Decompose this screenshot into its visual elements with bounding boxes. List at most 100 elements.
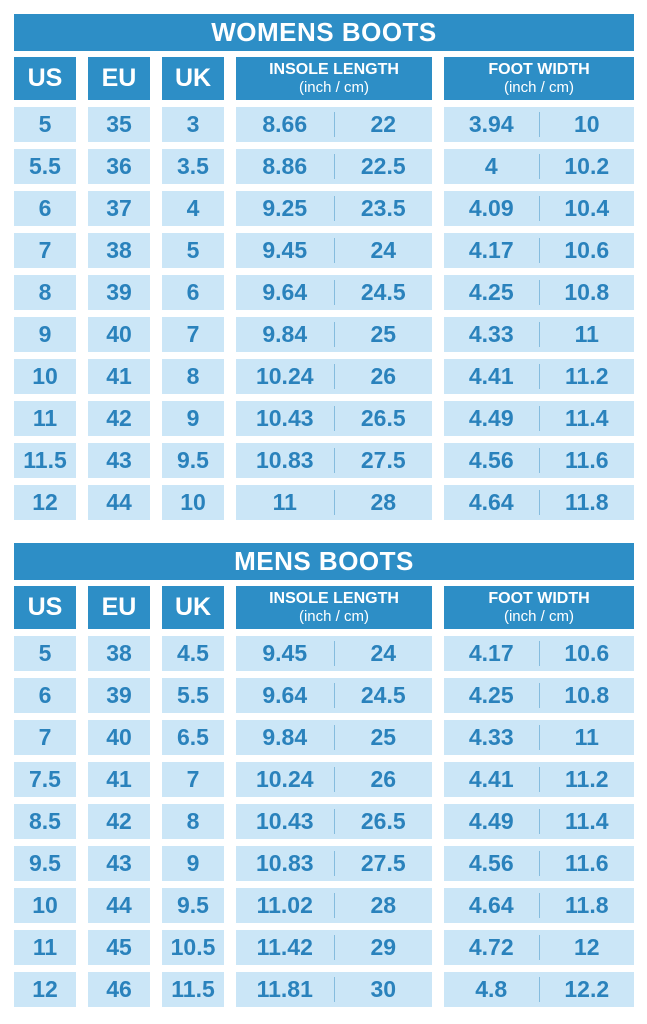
cell-uk-size: 10 [162, 485, 224, 520]
inch-cm-divider [333, 641, 335, 666]
cell-uk-size: 5.5 [162, 678, 224, 713]
cell-us-size: 6 [14, 191, 76, 226]
cell-foot-width: 4.25 10.8 [444, 678, 634, 713]
cell-eu-size: 42 [88, 401, 150, 436]
foot-units-label: (inch / cm) [503, 79, 574, 97]
table-row: 11 45 10.5 11.42 29 4.72 12 [14, 930, 634, 965]
table-row: 5.5 36 3.5 8.86 22.5 4 10.2 [14, 149, 634, 184]
insole-inch-value: 10.83 [255, 447, 314, 473]
cell-eu-size: 39 [88, 275, 150, 310]
cell-foot-width: 4.33 11 [444, 317, 634, 352]
table-row: 9.5 43 9 10.83 27.5 4.56 11.6 [14, 846, 634, 881]
inch-cm-divider [333, 851, 335, 876]
cell-us-size: 10 [14, 888, 76, 923]
insole-inch-value: 10.43 [255, 405, 314, 431]
cell-insole-length: 9.64 24.5 [236, 678, 432, 713]
column-header-foot-width: FOOT WIDTH (inch / cm) [444, 586, 634, 629]
cell-uk-size: 9.5 [162, 443, 224, 478]
table-row: 7 38 5 9.45 24 4.17 10.6 [14, 233, 634, 268]
cell-us-size: 9.5 [14, 846, 76, 881]
cell-insole-length: 10.83 27.5 [236, 443, 432, 478]
insole-cm-value: 23.5 [360, 195, 406, 221]
inch-cm-divider [538, 406, 540, 431]
cell-insole-length: 9.84 25 [236, 317, 432, 352]
table-row: 10 44 9.5 11.02 28 4.64 11.8 [14, 888, 634, 923]
cell-us-size: 11 [14, 401, 76, 436]
insole-inch-value: 9.84 [262, 724, 308, 750]
cell-foot-width: 4.25 10.8 [444, 275, 634, 310]
foot-cm-value: 10.4 [564, 195, 610, 221]
column-header-us: US [14, 57, 76, 100]
inch-cm-divider [333, 322, 335, 347]
cell-eu-size: 43 [88, 846, 150, 881]
cell-insole-length: 10.24 26 [236, 359, 432, 394]
table-row: 10 41 8 10.24 26 4.41 11.2 [14, 359, 634, 394]
table-row: 8 39 6 9.64 24.5 4.25 10.8 [14, 275, 634, 310]
foot-inch-value: 4.09 [468, 195, 514, 221]
cell-us-size: 7.5 [14, 762, 76, 797]
insole-length-label: INSOLE LENGTH [269, 60, 399, 78]
insole-units-label: (inch / cm) [298, 79, 369, 97]
foot-cm-value: 11.4 [565, 808, 609, 834]
table-row: 6 39 5.5 9.64 24.5 4.25 10.8 [14, 678, 634, 713]
table-title: MENS BOOTS [14, 543, 634, 580]
table-row: 11.5 43 9.5 10.83 27.5 4.56 11.6 [14, 443, 634, 478]
insole-inch-value: 10.83 [255, 850, 314, 876]
cell-uk-size: 4 [162, 191, 224, 226]
insole-cm-value: 22.5 [360, 153, 406, 179]
cell-insole-length: 11 28 [236, 485, 432, 520]
foot-inch-value: 4 [484, 153, 498, 179]
table-row: 7 40 6.5 9.84 25 4.33 11 [14, 720, 634, 755]
cell-eu-size: 36 [88, 149, 150, 184]
inch-cm-divider [333, 406, 335, 431]
foot-inch-value: 4.49 [468, 808, 514, 834]
cell-foot-width: 4.41 11.2 [444, 762, 634, 797]
cell-eu-size: 41 [88, 359, 150, 394]
foot-cm-value: 10.6 [564, 640, 610, 666]
cell-uk-size: 11.5 [162, 972, 224, 1007]
foot-inch-value: 4.17 [468, 640, 514, 666]
inch-cm-divider [333, 893, 335, 918]
foot-cm-value: 11.2 [565, 766, 609, 792]
inch-cm-divider [538, 448, 540, 473]
inch-cm-divider [538, 977, 540, 1002]
table-row: 8.5 42 8 10.43 26.5 4.49 11.4 [14, 804, 634, 839]
cell-insole-length: 9.84 25 [236, 720, 432, 755]
table-row: 12 46 11.5 11.81 30 4.8 12.2 [14, 972, 634, 1007]
cell-uk-size: 3.5 [162, 149, 224, 184]
inch-cm-divider [333, 280, 335, 305]
insole-inch-value: 11.81 [256, 976, 313, 1002]
cell-foot-width: 4.41 11.2 [444, 359, 634, 394]
cell-insole-length: 10.24 26 [236, 762, 432, 797]
insole-cm-value: 24 [370, 640, 397, 666]
column-header-us: US [14, 586, 76, 629]
insole-cm-value: 25 [370, 724, 397, 750]
insole-cm-value: 24.5 [360, 279, 406, 305]
insole-cm-value: 26 [370, 363, 397, 389]
cell-insole-length: 8.66 22 [236, 107, 432, 142]
table-row: 6 37 4 9.25 23.5 4.09 10.4 [14, 191, 634, 226]
cell-uk-size: 9 [162, 401, 224, 436]
size-chart-table: MENS BOOTS US EU UK INSOLE LENGTH (inch … [14, 543, 634, 1007]
inch-cm-divider [538, 851, 540, 876]
insole-inch-value: 9.45 [262, 640, 308, 666]
column-header-eu: EU [88, 57, 150, 100]
inch-cm-divider [538, 490, 540, 515]
cell-insole-length: 9.64 24.5 [236, 275, 432, 310]
size-chart-table: WOMENS BOOTS US EU UK INSOLE LENGTH (inc… [14, 14, 634, 520]
foot-inch-value: 4.41 [468, 766, 514, 792]
cell-uk-size: 7 [162, 317, 224, 352]
insole-inch-value: 9.45 [262, 237, 308, 263]
cell-uk-size: 5 [162, 233, 224, 268]
cell-eu-size: 41 [88, 762, 150, 797]
table-row: 5 35 3 8.66 22 3.94 10 [14, 107, 634, 142]
inch-cm-divider [538, 196, 540, 221]
cell-uk-size: 8 [162, 804, 224, 839]
foot-cm-value: 12 [573, 934, 600, 960]
insole-length-label: INSOLE LENGTH [269, 589, 399, 607]
foot-inch-value: 4.56 [468, 447, 514, 473]
foot-cm-value: 10.8 [564, 279, 610, 305]
foot-cm-value: 10.8 [564, 682, 610, 708]
cell-insole-length: 11.81 30 [236, 972, 432, 1007]
cell-eu-size: 38 [88, 636, 150, 671]
